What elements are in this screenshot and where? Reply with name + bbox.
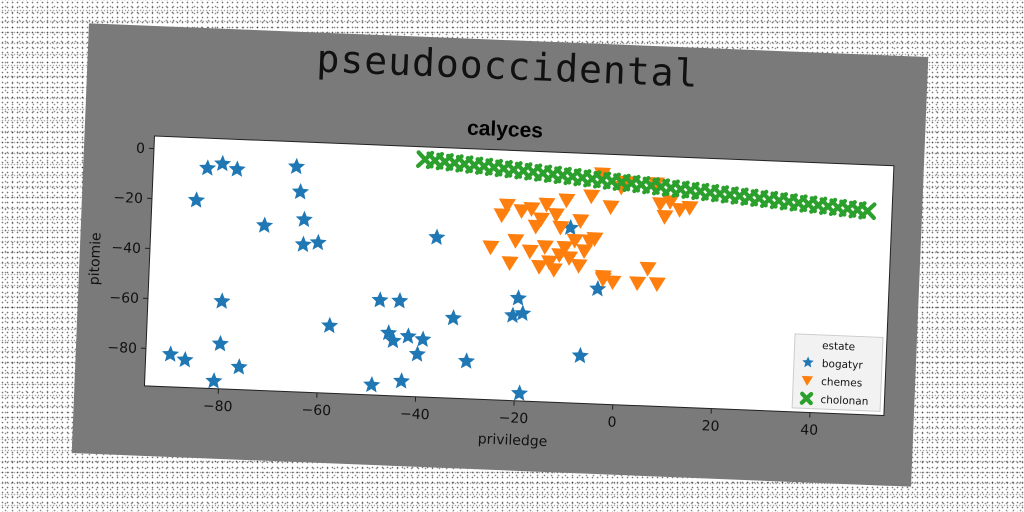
- data-marks: [161, 150, 877, 401]
- legend-box: [791, 333, 884, 412]
- legend-label-bogatyr: bogatyr: [822, 358, 864, 372]
- point-chemes: [681, 200, 699, 216]
- point-bogatyr: [214, 154, 232, 172]
- point-chemes: [656, 209, 674, 225]
- point-bogatyr: [213, 292, 231, 309]
- figure-panel: pseudooccidental calyces −80 −60 −40 −20 0 20…: [71, 23, 929, 487]
- y-tick-label: 0: [136, 141, 146, 157]
- point-chemes: [558, 193, 576, 209]
- point-chemes: [513, 204, 531, 219]
- point-chemes: [594, 272, 612, 288]
- point-bogatyr: [363, 375, 381, 393]
- point-chemes: [498, 198, 517, 214]
- point-chemes: [572, 213, 590, 229]
- point-chemes: [586, 232, 604, 247]
- point-bogatyr: [371, 291, 389, 308]
- point-cholonan: [858, 201, 877, 221]
- point-chemes: [552, 220, 570, 236]
- point-bogatyr: [295, 210, 313, 228]
- point-bogatyr: [562, 218, 580, 236]
- point-chemes: [566, 233, 584, 249]
- x-axis-label: priviledge: [477, 431, 547, 450]
- point-bogatyr: [444, 309, 462, 326]
- y-tick-label: −20: [113, 190, 143, 207]
- point-chemes: [532, 212, 551, 228]
- point-bogatyr: [199, 159, 217, 176]
- point-chemes: [547, 207, 565, 223]
- legend-label-chemes: chemes: [821, 376, 862, 390]
- point-bogatyr: [457, 352, 476, 369]
- point-bogatyr: [509, 289, 527, 306]
- point-bogatyr: [392, 372, 411, 389]
- point-bogatyr: [294, 235, 312, 253]
- point-bogatyr: [428, 228, 446, 245]
- point-chemes: [556, 240, 574, 256]
- point-bogatyr: [399, 327, 417, 344]
- point-bogatyr: [211, 334, 229, 352]
- point-bogatyr: [571, 346, 589, 364]
- point-bogatyr: [408, 345, 426, 362]
- y-axis-label: pitomie: [86, 232, 104, 286]
- point-chemes: [538, 197, 556, 213]
- point-bogatyr: [589, 279, 607, 297]
- x-tick-label: −80: [203, 398, 233, 415]
- x-tick-label: −40: [400, 406, 430, 423]
- point-chemes: [536, 240, 554, 255]
- x-tick-label: −60: [301, 402, 331, 419]
- point-chemes: [602, 200, 620, 216]
- point-chemes: [639, 261, 657, 277]
- point-chemes: [560, 251, 579, 266]
- x-tick-label: 40: [800, 422, 818, 439]
- legend-marker-bogatyr: [802, 356, 814, 368]
- legend-marker-cholonan: [799, 391, 814, 406]
- point-chemes: [583, 189, 601, 205]
- point-chemes: [521, 244, 539, 260]
- legend-marker-chemes: [801, 375, 814, 386]
- point-bogatyr: [384, 331, 402, 349]
- point-chemes: [648, 277, 666, 292]
- point-chemes: [629, 276, 647, 292]
- point-bogatyr: [205, 372, 223, 389]
- point-chemes: [507, 233, 525, 249]
- axis-ticks: −80 −60 −40 −20 0 20 40 0 −20 −40 −60 −80: [107, 141, 818, 439]
- point-chemes: [482, 240, 500, 256]
- x-tick-label: −20: [498, 410, 528, 427]
- point-chemes: [671, 202, 689, 218]
- y-tick-label: −80: [107, 340, 137, 357]
- point-chemes: [661, 195, 680, 210]
- point-chemes: [531, 259, 549, 275]
- point-bogatyr: [414, 330, 432, 347]
- point-chemes: [604, 275, 622, 291]
- point-bogatyr: [380, 324, 398, 341]
- point-bogatyr: [321, 316, 339, 334]
- point-bogatyr: [291, 182, 310, 200]
- scatter-chart: −80 −60 −40 −20 0 20 40 0 −20 −40 −60 −80 priviledg…: [86, 135, 895, 450]
- point-bogatyr: [256, 216, 274, 234]
- legend-title: estate: [822, 340, 856, 353]
- point-bogatyr: [510, 384, 529, 401]
- point-bogatyr: [230, 358, 248, 375]
- point-bogatyr: [514, 304, 532, 321]
- point-chemes: [527, 219, 545, 235]
- point-chemes: [541, 255, 559, 271]
- point-bogatyr: [176, 350, 194, 368]
- point-bogatyr: [309, 233, 327, 251]
- point-bogatyr: [391, 292, 409, 309]
- point-chemes: [652, 197, 670, 213]
- point-bogatyr: [228, 160, 246, 177]
- legend: estate bogatyr chemes cholonan: [791, 333, 884, 412]
- point-bogatyr: [161, 345, 180, 362]
- legend-label-cholonan: cholonan: [820, 394, 868, 408]
- point-chemes: [545, 262, 563, 278]
- point-bogatyr: [287, 157, 306, 175]
- y-tick-label: −40: [111, 240, 141, 257]
- x-tick-label: 0: [607, 414, 617, 430]
- point-bogatyr: [504, 306, 522, 324]
- point-chemes: [501, 256, 519, 272]
- y-tick-label: −60: [109, 290, 139, 307]
- point-bogatyr: [187, 191, 206, 208]
- point-chemes: [570, 258, 588, 274]
- x-tick-label: 20: [701, 418, 719, 435]
